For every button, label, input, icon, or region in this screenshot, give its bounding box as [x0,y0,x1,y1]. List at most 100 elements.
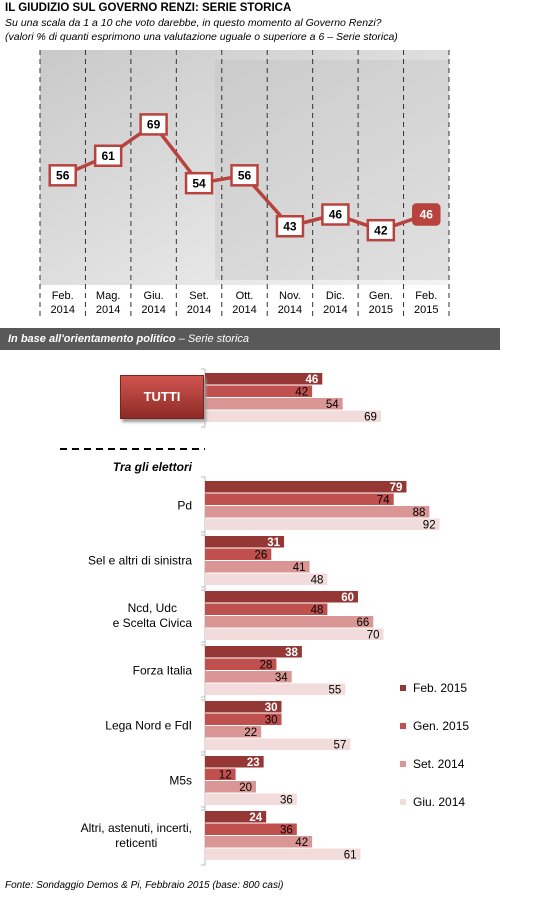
value-box [139,113,168,136]
bar [205,848,361,860]
bar [205,726,262,738]
bar [205,616,374,628]
bar [205,493,394,505]
bar-value-label: 57 [334,739,347,751]
section-title: In base all'orientamento politico [8,333,176,345]
value-box [93,144,123,167]
bar [205,548,272,560]
category-label: Ncd, Udc e Scelta Civica [112,601,192,630]
x-tick-label: Ott. 2014 [232,290,257,316]
bar [205,781,256,793]
bar [205,738,351,750]
x-tick-label: Gen. 2015 [368,290,394,316]
bar-value-label: 41 [293,562,306,574]
bar [205,603,328,615]
bar-value-label: 70 [367,629,380,641]
bar-value-label: 34 [275,672,288,684]
group-label: Tra gli elettori [112,460,192,474]
section-header: In base all'orientamento politico – Seri… [0,328,500,350]
bar-value-label: 26 [255,549,268,561]
x-tick-label: Nov. 2014 [277,290,303,316]
bar-value-label: 61 [344,849,357,861]
bar-value-label: 48 [311,604,324,616]
value-label: 46 [420,208,434,222]
bar [205,398,343,410]
bar [205,671,292,683]
value-label: 46 [329,208,343,222]
bar-value-label: 20 [239,782,252,794]
x-tick-label: Dic. 2014 [323,290,348,316]
bar-value-label: 38 [285,647,298,659]
bar-value-label: 24 [249,812,262,824]
source-note: Fonte: Sondaggio Demos & Pi, Febbraio 20… [5,880,284,891]
bar-value-label: 88 [413,507,426,519]
bar-value-label: 30 [265,714,278,726]
bar-value-label: 36 [280,794,293,806]
value-label: 54 [192,176,206,190]
bar [205,658,277,670]
bar-value-label: 28 [260,659,273,671]
bar [205,713,282,725]
category-label: Altri, astenuti, incerti, reticenti [80,821,192,850]
bar-value-label: 46 [306,374,319,386]
bar-value-label: 42 [295,837,308,849]
bar-value-label: 23 [247,757,260,769]
legend-label: Giu. 2014 [413,795,466,809]
value-label: 69 [147,118,161,132]
value-box [184,171,214,195]
bar-value-label: 92 [423,519,436,531]
bar-value-label: 36 [280,824,293,836]
bar [205,518,440,530]
category-label: TUTTI [120,375,204,419]
bar [205,756,264,768]
x-tick-label: Feb. 2014 [50,290,75,316]
bar [205,573,328,585]
bar [205,591,358,603]
value-box [366,218,396,242]
bar-value-label: 48 [311,574,324,586]
x-tick-label: Set. 2014 [186,290,212,316]
legend-label: Set. 2014 [413,757,465,771]
legend-label: Feb. 2015 [413,681,468,695]
subtitle: Su una scala da 1 a 10 che voto darebbe,… [5,17,382,29]
bar-value-label: 30 [265,702,278,714]
category-label: Forza Italia [132,663,192,678]
x-tick-label: Feb. 2015 [414,290,439,316]
bar-value-label: 54 [326,399,339,411]
value-box [275,215,305,238]
bar [205,373,323,385]
value-box [48,164,77,187]
category-label: Sel e altri di sinistra [87,553,192,568]
x-tick-label: Giu. 2014 [141,290,166,316]
bar [205,481,407,493]
bar [205,628,384,640]
bar [205,561,310,573]
chart-title: IL GIUDIZIO SUL GOVERNO RENZI: SERIE STO… [5,2,292,14]
value-label: 56 [56,169,70,183]
value-box [412,203,441,226]
value-box [321,203,350,226]
bar-value-label: 79 [390,482,403,494]
x-tick-label: Mag. 2014 [95,290,121,316]
bar [205,410,381,422]
bar [205,701,282,713]
bar [205,506,430,518]
subtitle: (valori % di quanti esprimono una valuta… [5,31,398,43]
bar-value-label: 42 [295,386,308,398]
bar-value-label: 12 [219,769,232,781]
legend-marker [400,799,406,805]
bar-value-label: 31 [267,537,280,549]
category-label: Lega Nord e FdI [105,718,192,733]
bar [205,793,297,805]
legend-marker [400,685,406,691]
category-label: M5s [169,773,192,788]
category-label: Pd [177,498,192,513]
legend-label: Gen. 2015 [413,719,470,733]
bar-value-label: 66 [357,617,370,629]
value-box [230,164,259,187]
legend-marker [400,761,406,767]
bar [205,768,236,780]
bar [205,683,346,695]
